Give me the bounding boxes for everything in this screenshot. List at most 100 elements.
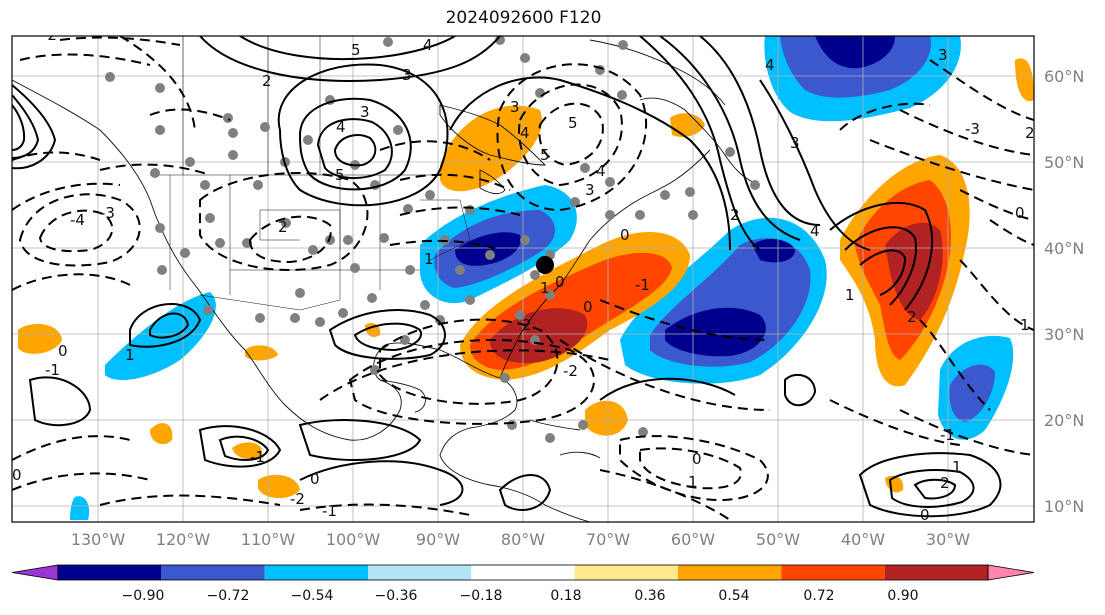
negative-anomaly-region <box>105 292 216 380</box>
lon-label: 30°W <box>926 530 970 549</box>
latitude-axis: 60°N 50°N 40°N 30°N 20°N 10°N <box>1044 67 1084 516</box>
positive-anomaly-region <box>1015 58 1034 102</box>
negative-anomaly-region <box>455 232 521 266</box>
positive-anomaly-region <box>440 105 542 192</box>
lon-label: 110°W <box>241 530 296 549</box>
map-panel: 5 4 3 2 3 4 5 5 4 3 2 1 0 -1 -2 -3 -4 4 … <box>11 26 1035 524</box>
contour-label: 0 <box>583 298 593 316</box>
colorbar-extend-low <box>11 564 59 581</box>
contour-label: 2 <box>262 72 272 90</box>
colorbar-swatches <box>11 564 1035 581</box>
contour-label: -3 <box>965 120 980 138</box>
lon-label: 40°W <box>841 530 885 549</box>
contour-label: 2 <box>1025 124 1035 142</box>
negative-anomaly-region <box>665 307 766 357</box>
lon-label: 50°W <box>756 530 800 549</box>
contour-label: -1 <box>322 502 337 520</box>
map-frame <box>11 35 1035 523</box>
contour-label: 1 <box>540 279 550 297</box>
lat-label: 50°N <box>1044 153 1084 172</box>
contour-label: 0 <box>555 273 565 291</box>
map-title: 2024092600 F120 <box>445 8 602 28</box>
lon-label: 80°W <box>501 530 545 549</box>
contour-label: 2 <box>940 474 950 492</box>
colorbar-swatch <box>781 565 885 580</box>
contour-label: 0 <box>310 470 320 488</box>
contour-label: -1 <box>635 276 650 294</box>
colorbar-swatch <box>471 565 575 580</box>
contour-label: -2 <box>42 26 57 44</box>
contour-label: -2 <box>563 362 578 380</box>
contour-label: 0 <box>1015 204 1025 222</box>
positive-contours <box>12 36 1002 518</box>
contour-label: 1 <box>424 250 434 268</box>
longitude-axis: 130°W 120°W 110°W 100°W 90°W 80°W 70°W 6… <box>71 530 970 549</box>
colorbar-swatch <box>678 565 782 580</box>
lon-label: 90°W <box>416 530 460 549</box>
contour-label: 1 <box>125 346 135 364</box>
contour-label: -1 <box>45 361 60 379</box>
lat-label: 30°N <box>1044 325 1084 344</box>
contour-label: 3 <box>510 98 520 116</box>
positive-anomaly-region <box>885 222 943 320</box>
lat-label: 60°N <box>1044 67 1084 86</box>
colorbar-swatch <box>58 565 162 580</box>
positive-anomaly-region <box>258 474 300 499</box>
positive-anomaly-region <box>490 308 588 364</box>
colorbar-tick-label: −0.18 <box>460 588 503 604</box>
political-borders <box>150 36 471 311</box>
colorbar-swatch <box>574 565 678 580</box>
lon-label: 130°W <box>71 530 126 549</box>
colorbar: −0.90 −0.72 −0.54 −0.36 −0.18 0.18 0.36 … <box>11 564 1035 604</box>
colorbar-tick-label: 0.36 <box>634 588 665 604</box>
contour-label: 2 <box>907 308 917 326</box>
colorbar-swatch <box>884 565 988 580</box>
colorbar-tick-label: 0.90 <box>887 588 918 604</box>
contour-label-group: 5 4 3 2 3 4 5 5 4 3 2 1 0 -1 -2 -3 -4 4 … <box>12 26 1035 524</box>
contour-label: 3 <box>938 46 948 64</box>
contour-label: 5 <box>351 41 361 59</box>
contour-label: 4 <box>810 222 820 240</box>
contour-label: 4 <box>520 124 530 142</box>
contour-label: -1 <box>250 448 265 466</box>
positive-anomaly-region <box>585 400 628 436</box>
contour-label: 2 <box>278 218 288 236</box>
colorbar-swatch <box>368 565 472 580</box>
colorbar-tick-label: −0.72 <box>207 588 250 604</box>
contour-label: 0 <box>920 506 930 524</box>
contour-label: 3 <box>585 181 595 199</box>
contour-label: -2 <box>290 490 305 508</box>
colorbar-extend-high <box>987 564 1035 581</box>
negative-contours <box>12 36 1034 521</box>
positive-anomaly-region <box>232 442 263 460</box>
contour-label: 4 <box>765 56 775 74</box>
contour-label: 1 <box>1020 316 1030 334</box>
colorbar-tick-label: −0.36 <box>375 588 418 604</box>
highlight-station-marker <box>536 256 554 274</box>
contour-label: 0 <box>692 450 702 468</box>
contour-label: 2 <box>730 206 740 224</box>
contour-label: 0 <box>58 342 68 360</box>
contour-label: 3 <box>402 66 412 84</box>
contour-label: 4 <box>423 36 433 54</box>
lat-label: 10°N <box>1044 497 1084 516</box>
lat-label: 40°N <box>1044 239 1084 258</box>
lon-label: 60°W <box>671 530 715 549</box>
contour-label: 5 <box>335 166 345 184</box>
colorbar-tick-label: 0.72 <box>803 588 834 604</box>
contour-label: 2 <box>522 316 532 334</box>
lat-label: 20°N <box>1044 411 1084 430</box>
contour-label: 1 <box>845 286 855 304</box>
colorbar-tick-label: −0.90 <box>122 588 165 604</box>
colorbar-frame <box>57 564 989 581</box>
contour-label: 0 <box>12 466 22 484</box>
colorbar-swatch <box>161 565 265 580</box>
lon-label: 100°W <box>326 530 381 549</box>
contour-label: 3 <box>790 134 800 152</box>
lon-label: 120°W <box>156 530 211 549</box>
contour-label: -3 <box>100 204 115 222</box>
positive-anomaly-region <box>18 324 62 354</box>
contour-label: 5 <box>540 146 550 164</box>
contour-label: 4 <box>336 118 346 136</box>
